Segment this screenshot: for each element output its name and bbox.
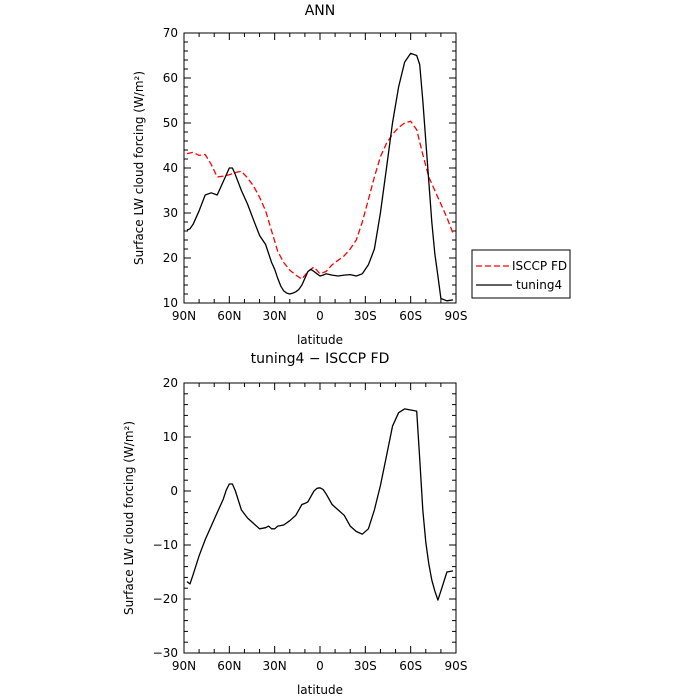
top-series-line-isccp-fd (186, 120, 454, 280)
top-y-ticks: 10 20 30 40 50 60 70 (163, 26, 456, 310)
y-tick-label: 10 (163, 296, 178, 310)
y-tick-label: −30 (153, 646, 178, 660)
y-tick-label: 50 (163, 116, 178, 130)
top-x-axis-label: latitude (297, 333, 343, 347)
x-tick-label: 60S (399, 659, 422, 673)
top-chart-title: ANN (305, 3, 336, 19)
top-series-layer (186, 52, 454, 302)
x-tick-label: 0 (316, 309, 324, 323)
x-tick-label: 0 (316, 659, 324, 673)
y-tick-label: 60 (163, 71, 178, 85)
top-y-axis-label: Surface LW cloud forcing (W/m²) (132, 71, 146, 265)
top-series-line-tuning4 (186, 52, 454, 302)
y-tick-label: 20 (163, 376, 178, 390)
top-x-ticks: 90N 60N 30N 0 30S 60S 90S (172, 33, 468, 323)
y-tick-label: 70 (163, 26, 178, 40)
bottom-series-layer (186, 408, 454, 601)
y-tick-label: −20 (153, 592, 178, 606)
bottom-plot-frame (183, 382, 457, 654)
x-tick-label: 60N (217, 659, 241, 673)
x-tick-label: 60S (399, 309, 422, 323)
x-tick-label: 30N (263, 309, 287, 323)
x-tick-label: 30S (354, 659, 377, 673)
y-tick-label: −10 (153, 538, 178, 552)
y-tick-label: 20 (163, 251, 178, 265)
y-tick-label: 30 (163, 206, 178, 220)
bottom-series-line-0 (186, 408, 454, 601)
bottom-y-axis-label: Surface LW cloud forcing (W/m²) (122, 421, 136, 615)
x-tick-label: 30N (263, 659, 287, 673)
legend-label-isccp: ISCCP FD (512, 259, 567, 273)
top-chart: ANN 90N 60N 30N 0 30S 60S 90S 10 20 30 40 50 60 70 l… (132, 3, 571, 347)
x-tick-label: 90N (172, 659, 196, 673)
x-tick-label: 90N (172, 309, 196, 323)
bottom-x-ticks: 90N 60N 30N 0 30S 60S 90S (172, 383, 468, 673)
legend-label-tuning4: tuning4 (516, 278, 562, 292)
top-plot-frame (183, 32, 457, 304)
bottom-chart-title: tuning4 − ISCCP FD (251, 351, 390, 367)
top-legend: ISCCP FD tuning4 (471, 249, 571, 299)
bottom-chart: tuning4 − ISCCP FD 90N 60N 30N 0 30S 60S 90S −… (122, 351, 467, 697)
x-tick-label: 30S (354, 309, 377, 323)
y-tick-label: 40 (163, 161, 178, 175)
y-tick-label: 0 (170, 484, 178, 498)
x-tick-label: 90S (445, 659, 468, 673)
bottom-y-ticks: −30 −20 −10 0 10 20 (153, 376, 456, 660)
x-tick-label: 90S (445, 309, 468, 323)
x-tick-label: 60N (217, 309, 241, 323)
y-tick-label: 10 (163, 430, 178, 444)
legend-box (471, 249, 571, 299)
bottom-x-axis-label: latitude (297, 683, 343, 697)
